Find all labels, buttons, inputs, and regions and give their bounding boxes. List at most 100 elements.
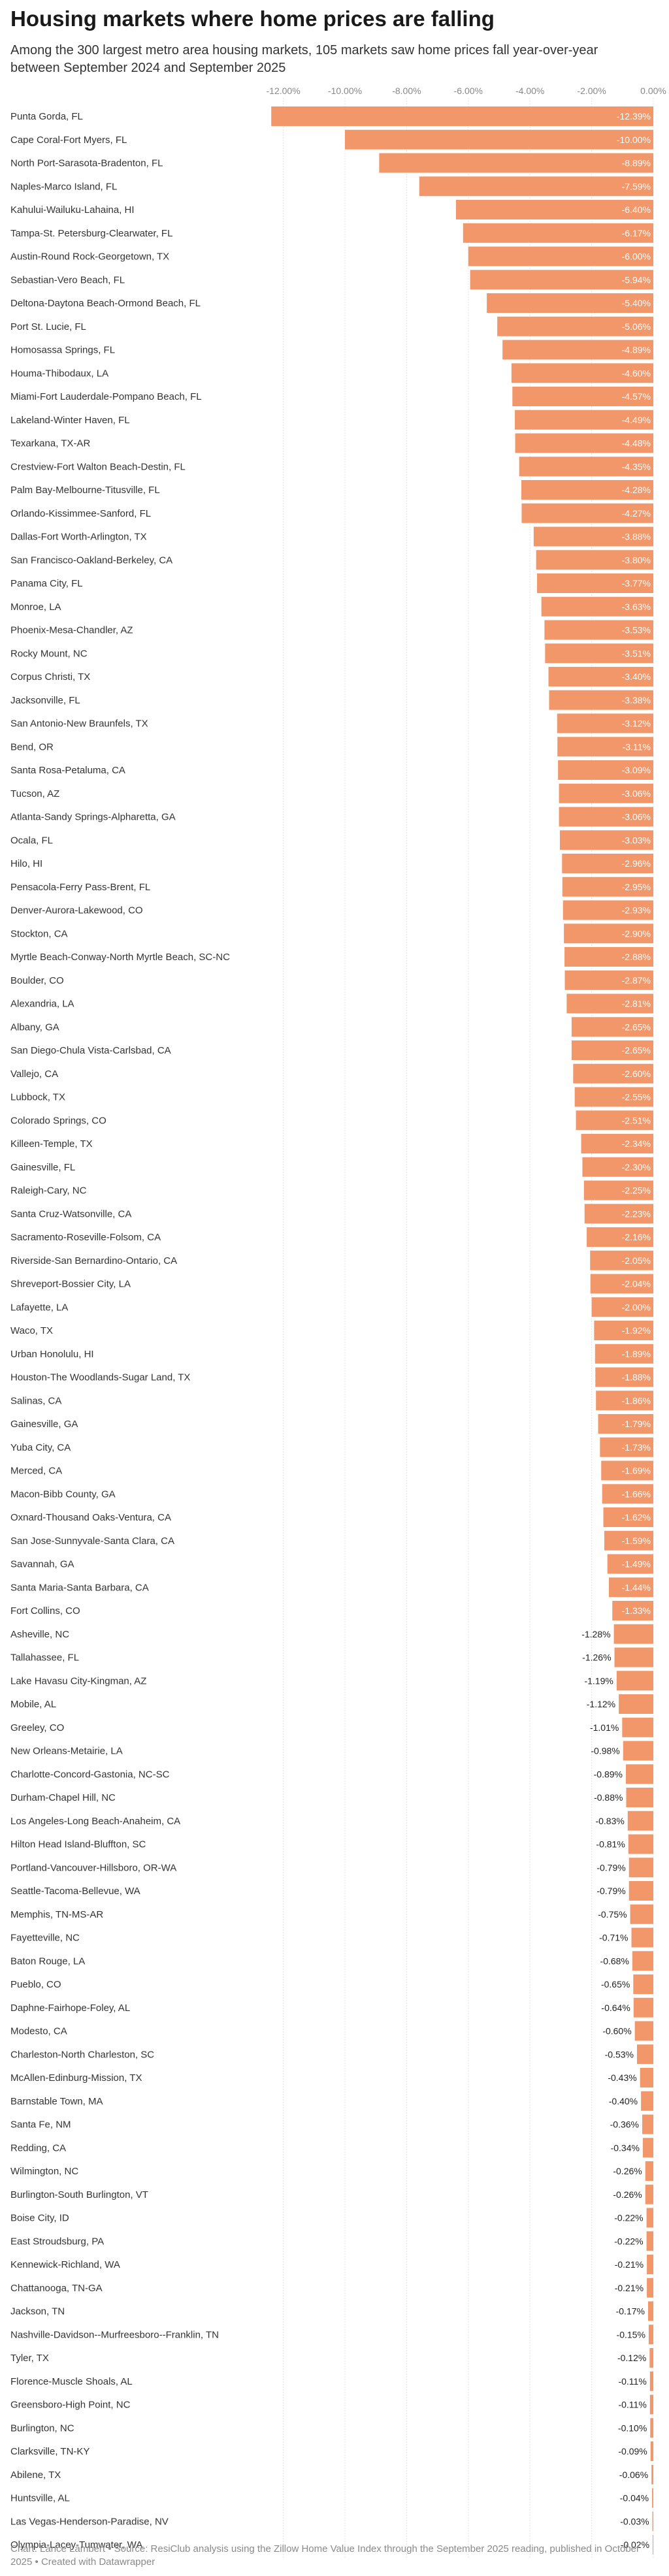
- value-label: -2.88%: [622, 952, 651, 962]
- category-label: Phoenix-Mesa-Chandler, AZ: [10, 625, 133, 636]
- category-label: Daphne-Fairhope-Foley, AL: [10, 2003, 130, 2014]
- category-label: Durham-Chapel Hill, NC: [10, 1792, 116, 1803]
- value-label: -0.02%: [621, 2539, 649, 2550]
- category-label: Kahului-Wailuku-Lahaina, HI: [10, 204, 135, 216]
- category-label: Santa Fe, NM: [10, 2119, 71, 2131]
- bar: [645, 2184, 653, 2204]
- category-label: Charlotte-Concord-Gastonia, NC-SC: [10, 1769, 170, 1780]
- value-label: -2.60%: [622, 1069, 651, 1079]
- bar: [541, 596, 653, 617]
- value-label: -2.51%: [622, 1115, 651, 1125]
- value-label: -0.43%: [608, 2072, 636, 2083]
- value-label: -3.06%: [622, 788, 651, 799]
- category-label: Naples-Marco Island, FL: [10, 181, 117, 192]
- value-label: -0.12%: [617, 2353, 646, 2363]
- bar: [584, 1204, 653, 1224]
- category-label: Monroe, LA: [10, 602, 61, 613]
- category-label: New Orleans-Metairie, LA: [10, 1746, 123, 1757]
- value-label: -0.40%: [609, 2096, 638, 2106]
- value-label: -0.04%: [620, 2493, 649, 2504]
- bar: [625, 1764, 653, 1784]
- bar: [564, 947, 653, 967]
- category-label: Homosassa Springs, FL: [10, 345, 115, 356]
- value-label: -1.86%: [622, 1395, 651, 1406]
- category-label: Lakeland-Winter Haven, FL: [10, 415, 130, 426]
- category-label: Texarkana, TX-AR: [10, 438, 90, 449]
- x-tick-label: -12.00%: [267, 86, 301, 96]
- value-label: -0.65%: [601, 1979, 630, 1989]
- category-label: Santa Rosa-Petaluma, CA: [10, 765, 125, 776]
- value-label: -2.65%: [622, 1045, 651, 1055]
- bar: [591, 1297, 653, 1317]
- value-label: -0.60%: [602, 2026, 631, 2037]
- value-label: -0.75%: [598, 1909, 627, 1920]
- category-label: Baton Rouge, LA: [10, 1956, 85, 1967]
- category-label: Raleigh-Cary, NC: [10, 1185, 87, 1197]
- bar: [533, 526, 653, 547]
- value-label: -2.30%: [622, 1162, 651, 1172]
- value-label: -1.66%: [622, 1489, 651, 1499]
- value-label: -0.89%: [594, 1769, 623, 1779]
- value-label: -3.03%: [622, 835, 651, 845]
- bar: [646, 2231, 653, 2251]
- chart-footer: Chart: Lance Lambert • Source: ResiClub …: [10, 2543, 640, 2568]
- value-label: -4.27%: [622, 508, 651, 519]
- value-label: -6.40%: [622, 204, 651, 215]
- bar: [468, 246, 653, 266]
- bar: [649, 2371, 653, 2391]
- bar: [602, 1484, 653, 1504]
- bar: [590, 1274, 653, 1294]
- category-label: Albany, GA: [10, 1022, 59, 1033]
- category-label: Yuba City, CA: [10, 1442, 71, 1453]
- x-tick-label: -4.00%: [515, 86, 544, 96]
- value-label: -5.06%: [622, 321, 651, 332]
- bar: [470, 270, 653, 290]
- bar: [628, 1834, 653, 1854]
- value-label: -1.33%: [622, 1605, 651, 1616]
- category-label: Jacksonville, FL: [10, 695, 80, 706]
- category-label: Shreveport-Bossier City, LA: [10, 1279, 131, 1290]
- category-label: North Port-Sarasota-Bradenton, FL: [10, 158, 163, 169]
- category-label: Oxnard-Thousand Oaks-Ventura, CA: [10, 1512, 171, 1523]
- bar: [623, 1741, 653, 1761]
- category-label: Fort Collins, CO: [10, 1605, 80, 1617]
- bar: [646, 2208, 653, 2228]
- bar: [548, 667, 653, 686]
- value-label: -0.11%: [618, 2400, 646, 2410]
- value-label: -1.49%: [622, 1559, 651, 1570]
- category-label: Mobile, AL: [10, 1699, 56, 1710]
- value-label: -1.73%: [622, 1442, 651, 1453]
- bar: [596, 1391, 653, 1411]
- value-label: -0.22%: [614, 2236, 643, 2246]
- category-label: San Diego-Chula Vista-Carlsbad, CA: [10, 1045, 171, 1056]
- value-label: -4.28%: [622, 485, 651, 495]
- category-label: Dallas-Fort Worth-Arlington, TX: [10, 532, 147, 543]
- value-label: -2.95%: [622, 882, 651, 892]
- bar: [564, 970, 653, 990]
- chart-title: Housing markets where home prices are fa…: [10, 7, 495, 31]
- value-label: -1.62%: [622, 1512, 651, 1522]
- value-label: -1.26%: [582, 1652, 611, 1663]
- value-label: -0.64%: [601, 2003, 630, 2013]
- x-tick-label: -10.00%: [328, 86, 362, 96]
- category-label: San Francisco-Oakland-Berkeley, CA: [10, 555, 172, 566]
- bar: [613, 1624, 653, 1644]
- bar: [379, 153, 653, 173]
- category-label: Boulder, CO: [10, 975, 64, 986]
- bar: [612, 1601, 653, 1620]
- bar: [628, 1881, 653, 1901]
- bar: [642, 2138, 653, 2158]
- value-label: -1.79%: [622, 1419, 651, 1429]
- bar: [633, 1974, 653, 1994]
- value-label: -0.21%: [615, 2259, 644, 2270]
- value-label: -1.69%: [622, 1466, 651, 1476]
- value-label: -0.26%: [613, 2166, 642, 2176]
- bar: [594, 1321, 653, 1340]
- category-label: Riverside-San Bernardino-Ontario, CA: [10, 1255, 177, 1266]
- x-tick-label: -2.00%: [577, 86, 606, 96]
- bar: [604, 1530, 653, 1551]
- value-label: -2.05%: [622, 1255, 651, 1266]
- value-label: -2.25%: [622, 1185, 651, 1196]
- value-label: -1.12%: [587, 1699, 615, 1709]
- category-label: Colorado Springs, CO: [10, 1115, 106, 1126]
